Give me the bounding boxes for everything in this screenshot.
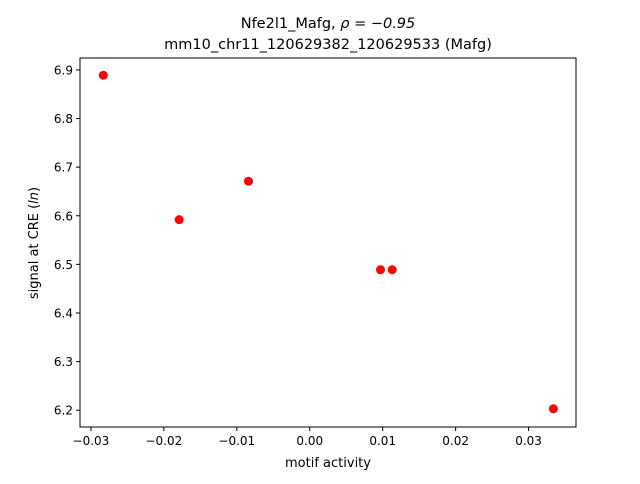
x-axis-label: motif activity [285,456,371,471]
y-axis-label-prefix: signal at CRE ( [27,204,42,299]
x-tick-label: −0.02 [145,434,182,448]
chart-subtitle: mm10_chr11_120629382_120629533 (Mafg) [164,37,492,53]
y-tick-label: 6.4 [54,306,73,320]
data-point [376,265,386,275]
x-tick-label: 0.03 [515,434,542,448]
y-tick-label: 6.3 [54,355,73,369]
plot-area [79,57,577,428]
y-axis-ticks: 6.2 6.3 6.4 6.5 6.6 6.7 6.8 6.9 [54,63,80,418]
y-tick-label: 6.6 [54,209,73,223]
y-axis-label: signal at CRE (ln) [27,187,42,299]
y-tick-label: 6.2 [54,404,73,418]
x-tick-label: 0.00 [296,434,323,448]
data-point [98,70,108,80]
y-axis-label-italic: ln [27,192,42,204]
data-point [548,404,558,414]
chart-title: Nfe2l1_Mafg, ρ = −0.95 [241,16,416,32]
data-point [174,215,184,225]
x-axis-ticks: −0.03 −0.02 −0.01 0.00 0.01 0.02 0.03 [73,427,542,448]
x-tick-label: −0.01 [218,434,255,448]
y-tick-label: 6.8 [54,112,73,126]
data-point [387,265,397,275]
data-point [243,176,253,186]
x-tick-label: 0.01 [369,434,396,448]
data-points [98,70,558,414]
y-tick-label: 6.5 [54,258,73,272]
chart-title-rho: ρ = −0.95 [340,16,415,32]
y-tick-label: 6.7 [54,161,73,175]
x-tick-label: 0.02 [442,434,469,448]
plot-frame [79,57,577,428]
x-tick-label: −0.03 [73,434,110,448]
y-axis-label-suffix: ) [27,187,42,192]
y-tick-label: 6.9 [54,63,73,77]
chart-title-prefix: Nfe2l1_Mafg, [241,16,341,32]
